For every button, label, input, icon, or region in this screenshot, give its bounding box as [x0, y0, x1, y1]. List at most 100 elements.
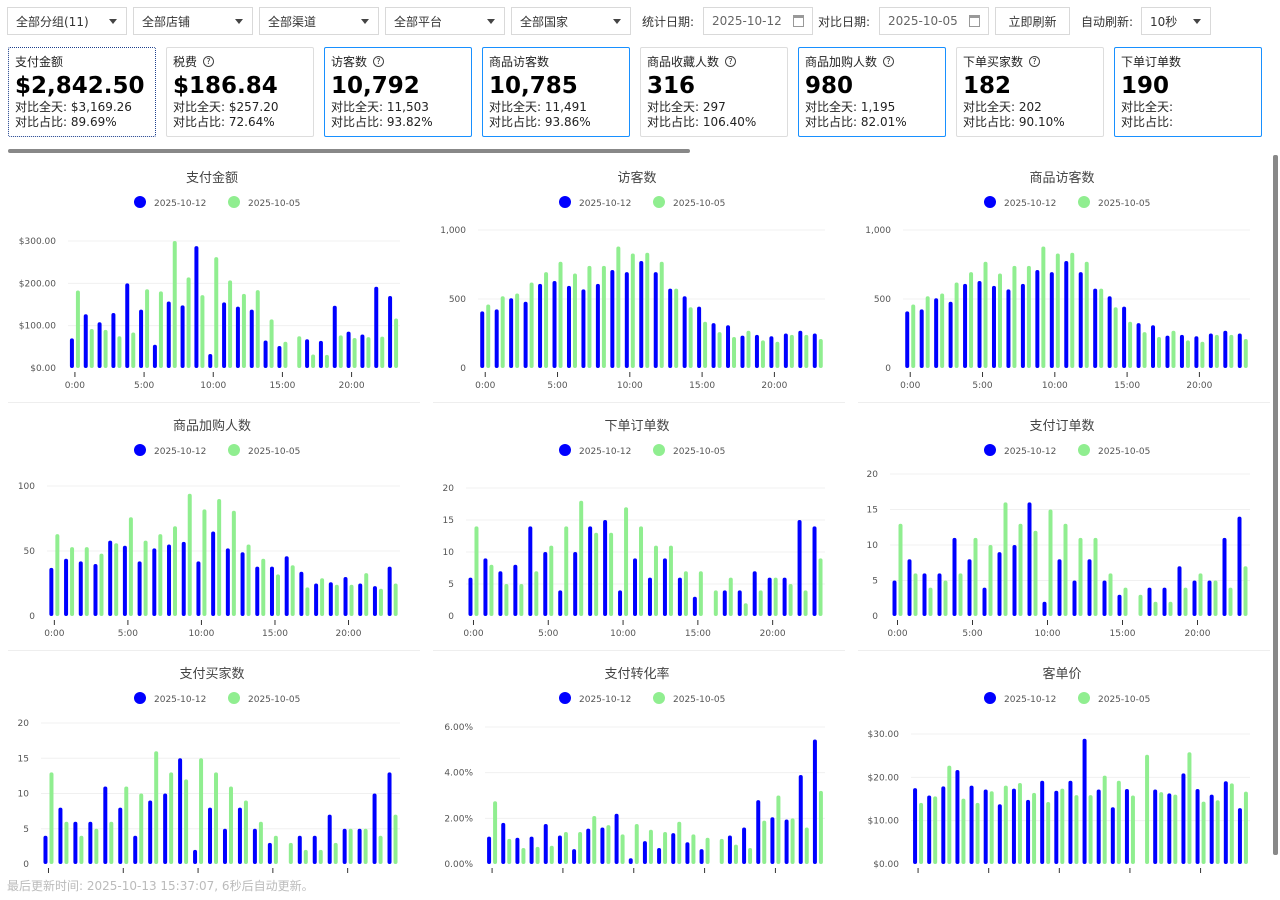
bar-current[interactable] — [299, 571, 304, 616]
bar-compare[interactable] — [261, 558, 266, 616]
bar-compare[interactable] — [184, 779, 189, 864]
bar-current[interactable] — [240, 552, 245, 616]
legend-marker[interactable] — [1078, 692, 1090, 704]
bar-current[interactable] — [913, 788, 918, 864]
bar-current[interactable] — [494, 309, 499, 368]
bar-current[interactable] — [111, 312, 116, 368]
bar-compare[interactable] — [535, 846, 540, 864]
bar-current[interactable] — [756, 800, 761, 864]
bar-compare[interactable] — [639, 526, 644, 616]
legend-marker[interactable] — [228, 692, 240, 704]
bar-compare[interactable] — [925, 296, 930, 368]
bar-compare[interactable] — [1229, 334, 1234, 368]
bar-current[interactable] — [588, 526, 593, 616]
bar-current[interactable] — [991, 285, 996, 368]
bar-current[interactable] — [1011, 788, 1016, 864]
bar-current[interactable] — [1179, 334, 1184, 368]
bar-current[interactable] — [181, 541, 186, 616]
legend-label[interactable]: 2025-10-05 — [673, 447, 725, 457]
bar-compare[interactable] — [290, 565, 295, 616]
bar-current[interactable] — [952, 537, 957, 616]
bar-compare[interactable] — [630, 253, 635, 368]
bar-current[interactable] — [483, 558, 488, 616]
bar-current[interactable] — [346, 331, 351, 368]
bar-current[interactable] — [305, 339, 310, 368]
bar-current[interactable] — [624, 272, 629, 368]
bar-compare[interactable] — [609, 532, 614, 616]
channel-select[interactable]: 全部渠道 — [259, 7, 379, 35]
bar-current[interactable] — [152, 344, 157, 368]
bar-current[interactable] — [769, 336, 774, 368]
bar-current[interactable] — [797, 520, 802, 616]
store-select[interactable]: 全部店铺 — [133, 7, 253, 35]
bar-compare[interactable] — [1055, 253, 1060, 368]
bar-current[interactable] — [610, 270, 615, 368]
bar-compare[interactable] — [1200, 341, 1205, 368]
auto-refresh-select[interactable]: 10秒 — [1141, 7, 1211, 35]
kpi-card[interactable]: 商品加购人数? 980 对比全天: 1,195 对比占比: 82.01% — [798, 47, 946, 137]
bar-compare[interactable] — [703, 321, 708, 368]
bar-compare[interactable] — [1159, 792, 1164, 864]
bar-current[interactable] — [180, 305, 185, 368]
bar-current[interactable] — [235, 306, 240, 368]
legend-marker[interactable] — [653, 196, 665, 208]
legend-label[interactable]: 2025-10-05 — [1098, 695, 1150, 705]
bar-compare[interactable] — [592, 816, 597, 864]
bar-compare[interactable] — [943, 580, 948, 617]
bar-compare[interactable] — [1228, 587, 1233, 616]
bar-current[interactable] — [573, 552, 578, 616]
bar-current[interactable] — [1147, 587, 1152, 616]
bar-compare[interactable] — [818, 558, 823, 616]
bar-compare[interactable] — [762, 820, 767, 864]
bar-compare[interactable] — [620, 834, 625, 864]
bar-current[interactable] — [312, 835, 317, 864]
bar-compare[interactable] — [1168, 601, 1173, 616]
help-icon[interactable]: ? — [203, 56, 215, 67]
bar-compare[interactable] — [202, 509, 207, 616]
bar-compare[interactable] — [273, 835, 278, 864]
bar-compare[interactable] — [688, 307, 693, 368]
bar-compare[interactable] — [394, 318, 399, 368]
bar-compare[interactable] — [124, 786, 129, 864]
bar-compare[interactable] — [1046, 802, 1051, 864]
bar-compare[interactable] — [378, 588, 383, 616]
legend-marker[interactable] — [1078, 196, 1090, 208]
compare-date-input[interactable]: 2025-10-05 — [879, 7, 989, 35]
bar-current[interactable] — [498, 571, 503, 616]
bar-current[interactable] — [1087, 559, 1092, 616]
bar-compare[interactable] — [775, 341, 780, 368]
bar-current[interactable] — [1209, 794, 1214, 864]
bar-compare[interactable] — [378, 835, 383, 864]
bar-compare[interactable] — [305, 587, 310, 616]
bar-current[interactable] — [1026, 799, 1031, 864]
bar-compare[interactable] — [241, 293, 246, 368]
legend-marker[interactable] — [984, 444, 996, 456]
bar-compare[interactable] — [1214, 334, 1219, 368]
bar-compare[interactable] — [544, 272, 549, 368]
bar-compare[interactable] — [521, 848, 526, 864]
vertical-scrollbar[interactable] — [1273, 155, 1278, 855]
bar-current[interactable] — [208, 354, 213, 368]
bar-current[interactable] — [222, 302, 227, 368]
bar-compare[interactable] — [489, 564, 494, 616]
bar-compare[interactable] — [683, 571, 688, 616]
bar-compare[interactable] — [173, 526, 178, 616]
bar-current[interactable] — [812, 526, 817, 616]
bar-compare[interactable] — [677, 821, 682, 864]
legend-marker[interactable] — [559, 444, 571, 456]
bar-current[interactable] — [727, 835, 732, 864]
bar-compare[interactable] — [255, 290, 260, 368]
bar-compare[interactable] — [504, 584, 509, 616]
bar-compare[interactable] — [534, 571, 539, 616]
bar-compare[interactable] — [606, 825, 611, 864]
bar-compare[interactable] — [1185, 340, 1190, 368]
bar-current[interactable] — [699, 849, 704, 864]
bar-current[interactable] — [722, 590, 727, 616]
bar-compare[interactable] — [790, 818, 795, 864]
legend-marker[interactable] — [1078, 444, 1090, 456]
bar-compare[interactable] — [1138, 594, 1143, 616]
bar-compare[interactable] — [154, 751, 159, 864]
bar-current[interactable] — [647, 577, 652, 616]
bar-compare[interactable] — [89, 329, 94, 368]
bar-current[interactable] — [1192, 580, 1197, 617]
